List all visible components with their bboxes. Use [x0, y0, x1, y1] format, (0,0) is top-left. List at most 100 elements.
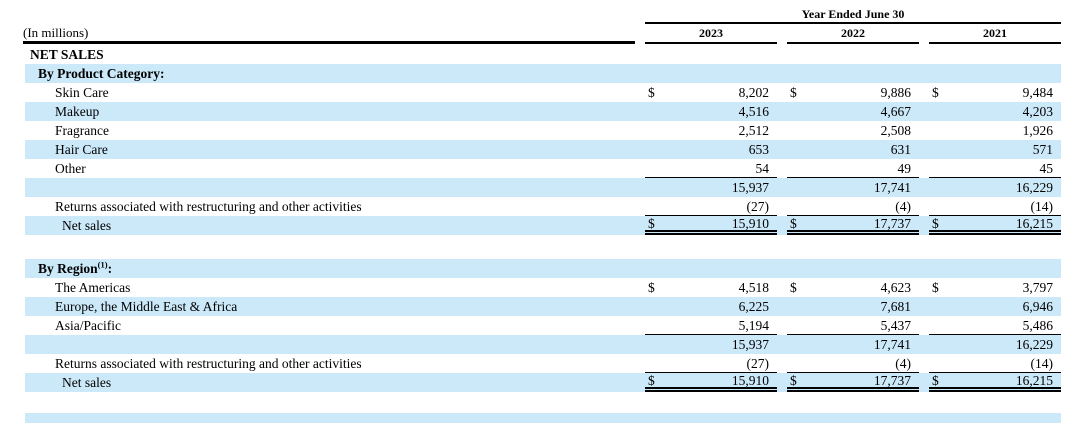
footnote-marker: (1) — [97, 260, 108, 270]
value-cell-2023: 4,516 — [645, 102, 777, 121]
currency-symbol: $ — [790, 280, 797, 295]
value-2023: 653 — [748, 142, 769, 157]
value-cell-2023: 5,194 — [645, 316, 777, 335]
table-row: By Product Category: — [25, 64, 1061, 83]
value-2022: 631 — [890, 142, 911, 157]
period-header: Year Ended June 30 — [645, 7, 1061, 24]
value-2023: 5,194 — [738, 317, 769, 333]
value-2023: 15,937 — [731, 337, 769, 352]
row-values — [645, 45, 1061, 64]
value-cell-2022 — [787, 259, 919, 278]
value-2022: 17,737 — [873, 372, 911, 388]
value-cell-2023: $15,910 — [645, 216, 777, 235]
row-values: 6,225 7,681 6,946 — [645, 297, 1061, 316]
value-2023: 6,225 — [738, 299, 769, 314]
table-row: NET SALES — [25, 45, 1061, 64]
value-cell-2023: $15,910 — [645, 373, 777, 392]
value-cell-2022: (4) — [787, 354, 919, 373]
value-cell-2023 — [645, 45, 777, 64]
row-label: Makeup — [55, 104, 100, 119]
currency-symbol: $ — [648, 280, 655, 295]
value-cell-2023: 54 — [645, 159, 777, 178]
row-label: Net sales — [62, 218, 112, 233]
value-cell-2022: 5,437 — [787, 316, 919, 335]
value-cell-2022: 49 — [787, 159, 919, 178]
value-2023: 15,910 — [731, 215, 769, 231]
value-2021: 5,486 — [1022, 317, 1053, 333]
value-cell-2021: 4,203 — [929, 102, 1061, 121]
table-row: Fragrance 2,512 2,508 1,926 — [25, 121, 1061, 140]
value-cell-2021: $9,484 — [929, 83, 1061, 102]
value-2023: 2,512 — [738, 123, 769, 138]
table-row: Makeup 4,516 4,667 4,203 — [25, 102, 1061, 121]
value-2021: 1,926 — [1022, 123, 1053, 138]
year-labels-row: 2023 2022 2021 — [645, 26, 1061, 44]
value-cell-2022: 2,508 — [787, 121, 919, 140]
currency-symbol: $ — [790, 85, 797, 100]
value-cell-2022: $9,886 — [787, 83, 919, 102]
row-values: 15,937 17,741 16,229 — [645, 178, 1061, 197]
table-row: Returns associated with restructuring an… — [25, 354, 1061, 373]
table-row: Returns associated with restructuring an… — [25, 197, 1061, 216]
value-2021: 4,203 — [1022, 104, 1053, 119]
value-cell-2022: 7,681 — [787, 297, 919, 316]
value-2021: 16,229 — [1015, 337, 1053, 352]
currency-symbol: $ — [932, 85, 939, 100]
table-row: Hair Care 653 631 571 — [25, 140, 1061, 159]
row-values: 54 49 45 — [645, 159, 1061, 178]
value-2022: 7,681 — [880, 299, 911, 314]
row-values: $4,518 $4,623 $3,797 — [645, 278, 1061, 297]
value-2022: (4) — [895, 198, 911, 214]
value-cell-2021: $3,797 — [929, 278, 1061, 297]
row-values: 5,194 5,437 5,486 — [645, 316, 1061, 335]
value-cell-2021: 45 — [929, 159, 1061, 178]
value-2023: 8,202 — [738, 85, 769, 100]
row-values: 15,937 17,741 16,229 — [645, 335, 1061, 354]
value-2022: 17,737 — [873, 215, 911, 231]
value-cell-2023: (27) — [645, 197, 777, 216]
row-label: Hair Care — [55, 142, 108, 157]
value-cell-2021 — [929, 64, 1061, 83]
row-values: $15,910 $17,737 $16,215 — [645, 373, 1061, 392]
value-cell-2021: (14) — [929, 354, 1061, 373]
value-2023: 4,516 — [738, 104, 769, 119]
value-2022: 2,508 — [880, 123, 911, 138]
table-row: 15,937 17,741 16,229 — [25, 335, 1061, 354]
value-2022: 17,741 — [873, 180, 911, 195]
value-cell-2022: $17,737 — [787, 216, 919, 235]
value-cell-2023: 653 — [645, 140, 777, 159]
value-2022: 9,886 — [880, 85, 911, 100]
value-cell-2021: 1,926 — [929, 121, 1061, 140]
row-label: Other — [55, 161, 86, 176]
value-cell-2022 — [787, 45, 919, 64]
row-label: Returns associated with restructuring an… — [55, 356, 362, 371]
value-cell-2021: $16,215 — [929, 373, 1061, 392]
value-cell-2022 — [787, 64, 919, 83]
currency-symbol: $ — [932, 280, 939, 295]
row-values: 2,512 2,508 1,926 — [645, 121, 1061, 140]
currency-symbol: $ — [790, 215, 797, 231]
value-cell-2023: 2,512 — [645, 121, 777, 140]
row-values: $8,202 $9,886 $9,484 — [645, 83, 1061, 102]
value-cell-2023: $4,518 — [645, 278, 777, 297]
row-values: (27) (4) (14) — [645, 197, 1061, 216]
row-values: (27) (4) (14) — [645, 354, 1061, 373]
table-header: (In millions) Year Ended June 30 2023 20… — [23, 6, 1061, 44]
value-2022: 17,741 — [873, 337, 911, 352]
value-2023: (27) — [746, 198, 770, 214]
row-label: Returns associated with restructuring an… — [55, 199, 362, 214]
value-2021: 45 — [1039, 160, 1054, 176]
table-row: Asia/Pacific 5,194 5,437 5,486 — [25, 316, 1061, 335]
value-2023: 15,937 — [731, 180, 769, 195]
value-2021: 16,215 — [1015, 372, 1053, 388]
table-row: 15,937 17,741 16,229 — [25, 178, 1061, 197]
value-2023: (27) — [746, 355, 770, 371]
year-header-2021: 2021 — [929, 26, 1061, 44]
value-2022: 49 — [897, 160, 912, 176]
value-cell-2021: 16,229 — [929, 178, 1061, 197]
row-values: 653 631 571 — [645, 140, 1061, 159]
row-label: By Region(1): — [38, 260, 113, 276]
value-2021: 16,215 — [1015, 215, 1053, 231]
row-label: NET SALES — [30, 47, 104, 62]
